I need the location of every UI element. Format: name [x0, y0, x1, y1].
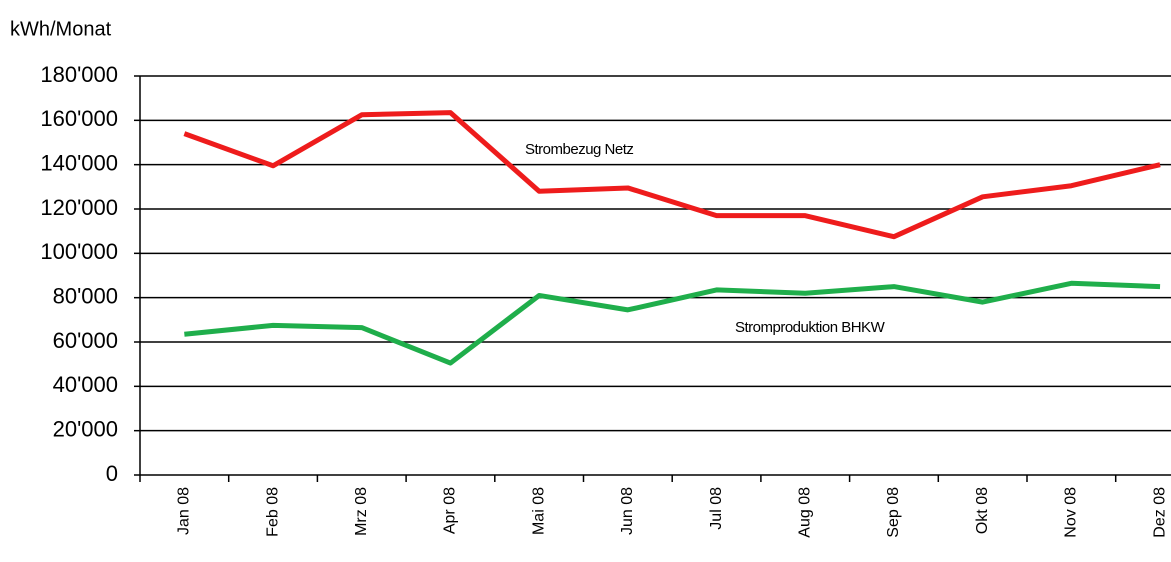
x-tick-label: Mai 08 [530, 487, 547, 535]
x-tick-label: Jul 08 [708, 487, 725, 530]
line-series [183, 110, 1161, 240]
series-label: Stromproduktion BHKW [735, 319, 886, 336]
y-axis-label: kWh/Monat [10, 18, 112, 40]
y-tick-label: 160'000 [40, 106, 118, 131]
y-tick-label: 120'000 [40, 195, 118, 220]
y-tick-label: 60'000 [53, 328, 118, 353]
y-tick-label: 0 [106, 461, 118, 486]
x-tick-label: Jun 08 [619, 487, 636, 535]
y-tick-label: 40'000 [53, 372, 118, 397]
x-tick-label: Jan 08 [176, 487, 193, 535]
x-tick-label: Feb 08 [264, 487, 281, 537]
y-tick-label: 100'000 [40, 239, 118, 264]
line-series [184, 280, 1161, 366]
y-tick-label: 20'000 [53, 416, 118, 441]
x-tick-label: Okt 08 [974, 487, 991, 534]
x-tick-label: Nov 08 [1063, 487, 1080, 538]
y-tick-label: 180'000 [40, 62, 118, 87]
x-tick-label: Aug 08 [796, 487, 813, 538]
x-tick-label: Apr 08 [442, 487, 459, 534]
x-tick-label: Sep 08 [885, 487, 902, 538]
y-tick-label: 80'000 [53, 283, 118, 308]
x-tick-label: Dez 08 [1151, 487, 1168, 538]
y-tick-label: 140'000 [40, 150, 118, 175]
series-label: Strombezug Netz [525, 141, 633, 158]
x-tick-label: Mrz 08 [353, 487, 370, 536]
